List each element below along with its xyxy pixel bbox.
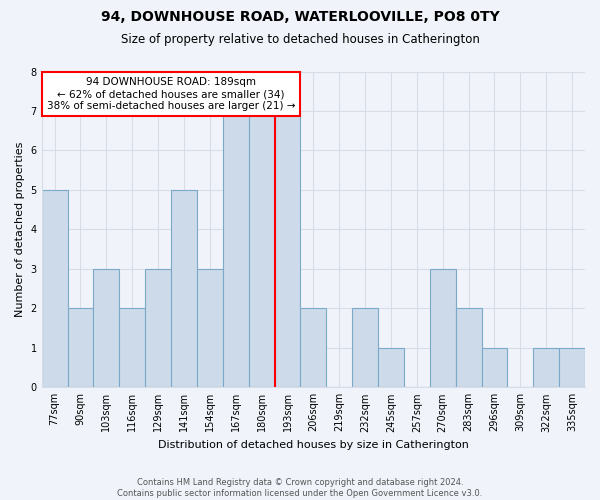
Bar bbox=[248, 111, 275, 388]
Bar bbox=[41, 190, 68, 388]
Bar bbox=[171, 190, 197, 388]
Bar bbox=[275, 111, 301, 388]
Bar bbox=[94, 269, 119, 388]
Bar bbox=[223, 111, 248, 388]
Bar bbox=[68, 308, 94, 388]
Bar bbox=[145, 269, 171, 388]
Bar bbox=[430, 269, 455, 388]
Text: Contains HM Land Registry data © Crown copyright and database right 2024.
Contai: Contains HM Land Registry data © Crown c… bbox=[118, 478, 482, 498]
Bar bbox=[197, 269, 223, 388]
Bar bbox=[482, 348, 508, 388]
Y-axis label: Number of detached properties: Number of detached properties bbox=[15, 142, 25, 317]
Bar bbox=[378, 348, 404, 388]
Bar bbox=[455, 308, 482, 388]
Bar bbox=[119, 308, 145, 388]
Bar bbox=[533, 348, 559, 388]
Bar bbox=[301, 308, 326, 388]
X-axis label: Distribution of detached houses by size in Catherington: Distribution of detached houses by size … bbox=[158, 440, 469, 450]
Text: 94, DOWNHOUSE ROAD, WATERLOOVILLE, PO8 0TY: 94, DOWNHOUSE ROAD, WATERLOOVILLE, PO8 0… bbox=[101, 10, 499, 24]
Bar bbox=[352, 308, 378, 388]
Bar bbox=[559, 348, 585, 388]
Text: 94 DOWNHOUSE ROAD: 189sqm
← 62% of detached houses are smaller (34)
38% of semi-: 94 DOWNHOUSE ROAD: 189sqm ← 62% of detac… bbox=[47, 78, 295, 110]
Text: Size of property relative to detached houses in Catherington: Size of property relative to detached ho… bbox=[121, 32, 479, 46]
